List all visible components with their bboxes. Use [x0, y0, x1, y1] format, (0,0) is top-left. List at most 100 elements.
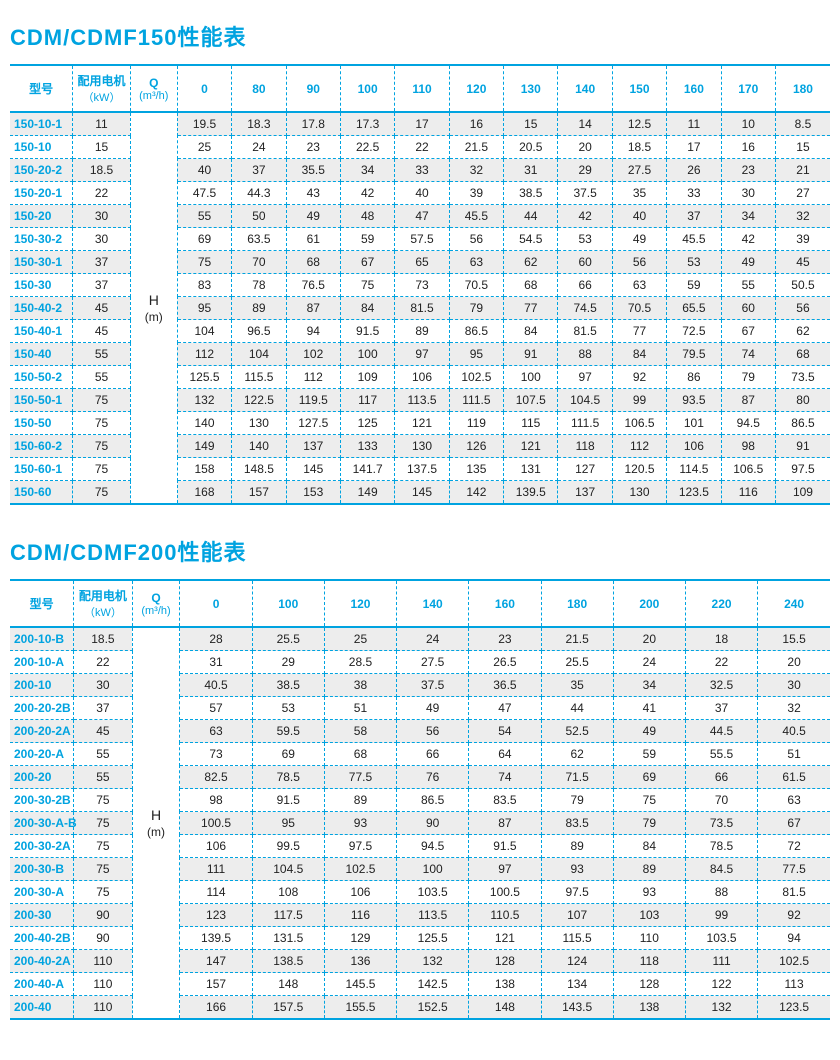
cell-value: 56: [775, 297, 830, 320]
cell-model: 200-30-2B: [10, 789, 74, 812]
cell-value: 149: [177, 435, 231, 458]
col-flow: 240: [758, 580, 830, 627]
cell-value: 29: [558, 159, 612, 182]
cell-value: 145: [286, 458, 340, 481]
cell-value: 40: [612, 205, 666, 228]
col-motor: 配用电机（kW）: [73, 65, 131, 112]
cell-value: 142: [449, 481, 503, 505]
cell-value: 94: [286, 320, 340, 343]
cell-value: 93.5: [667, 389, 721, 412]
table150: 型号配用电机（kW）Q(m³/h)08090100110120130140150…: [10, 64, 830, 505]
cell-kw: 37: [73, 251, 131, 274]
cell-value: 64: [469, 743, 541, 766]
cell-value: 25: [177, 136, 231, 159]
cell-value: 88: [685, 881, 757, 904]
table200: 型号配用电机（kW）Q(m³/h)01001201401601802002202…: [10, 579, 830, 1020]
cell-model: 150-40: [10, 343, 73, 366]
cell-value: 100.5: [469, 881, 541, 904]
cell-value: 145: [395, 481, 449, 505]
cell-value: 157: [180, 973, 252, 996]
col-flow: 150: [612, 65, 666, 112]
cell-value: 83: [177, 274, 231, 297]
cell-value: 58: [324, 720, 396, 743]
cell-model: 200-40-A: [10, 973, 74, 996]
cell-value: 78: [232, 274, 286, 297]
cell-value: 31: [180, 651, 252, 674]
cell-value: 77: [612, 320, 666, 343]
cell-value: 73.5: [775, 366, 830, 389]
cell-value: 127: [558, 458, 612, 481]
cell-value: 40.5: [758, 720, 830, 743]
cell-value: 22: [395, 136, 449, 159]
cell-value: 8.5: [775, 112, 830, 136]
cell-value: 106: [324, 881, 396, 904]
cell-value: 91.5: [252, 789, 324, 812]
cell-kw: 75: [73, 389, 131, 412]
cell-value: 97: [395, 343, 449, 366]
cell-value: 22.5: [340, 136, 394, 159]
cell-value: 60: [558, 251, 612, 274]
cell-value: 27: [775, 182, 830, 205]
cell-value: 32.5: [685, 674, 757, 697]
col-flow: 160: [667, 65, 721, 112]
col-flow: 100: [340, 65, 394, 112]
cell-model: 200-30-2A: [10, 835, 74, 858]
cell-value: 32: [758, 697, 830, 720]
col-flow: 80: [232, 65, 286, 112]
cell-value: 57: [180, 697, 252, 720]
cell-model: 200-20-A: [10, 743, 74, 766]
cell-value: 136: [324, 950, 396, 973]
col-flow: 160: [469, 580, 541, 627]
cell-value: 67: [340, 251, 394, 274]
cell-value: 139.5: [504, 481, 558, 505]
col-q: Q(m³/h): [132, 580, 180, 627]
cell-value: 17: [395, 112, 449, 136]
cell-value: 123.5: [758, 996, 830, 1020]
cell-value: 100: [340, 343, 394, 366]
cell-h-label: H(m): [132, 627, 180, 1019]
cell-value: 111.5: [558, 412, 612, 435]
cell-value: 84: [340, 297, 394, 320]
cell-value: 70.5: [449, 274, 503, 297]
cell-value: 37: [232, 159, 286, 182]
cell-value: 109: [775, 481, 830, 505]
cell-value: 53: [667, 251, 721, 274]
cell-value: 104: [232, 343, 286, 366]
cell-value: 77.5: [758, 858, 830, 881]
cell-value: 80: [775, 389, 830, 412]
cell-value: 19.5: [177, 112, 231, 136]
cell-kw: 75: [73, 481, 131, 505]
cell-value: 113: [758, 973, 830, 996]
cell-value: 74: [721, 343, 775, 366]
cell-h-label: H(m): [130, 112, 177, 504]
cell-model: 150-10-1: [10, 112, 73, 136]
cell-value: 99.5: [252, 835, 324, 858]
cell-value: 28: [180, 627, 252, 651]
cell-value: 95: [449, 343, 503, 366]
cell-value: 94.5: [397, 835, 469, 858]
cell-value: 114.5: [667, 458, 721, 481]
col-flow: 140: [397, 580, 469, 627]
cell-value: 111: [180, 858, 252, 881]
cell-value: 112: [286, 366, 340, 389]
cell-value: 57.5: [395, 228, 449, 251]
cell-model: 150-20: [10, 205, 73, 228]
cell-value: 69: [613, 766, 685, 789]
cell-value: 81.5: [395, 297, 449, 320]
cell-value: 102.5: [449, 366, 503, 389]
cell-value: 49: [613, 720, 685, 743]
cell-value: 100.5: [180, 812, 252, 835]
cell-value: 109: [340, 366, 394, 389]
cell-value: 104.5: [252, 858, 324, 881]
cell-value: 130: [395, 435, 449, 458]
cell-kw: 110: [74, 996, 132, 1020]
cell-value: 15: [775, 136, 830, 159]
cell-kw: 110: [74, 950, 132, 973]
cell-value: 47.5: [177, 182, 231, 205]
cell-kw: 90: [74, 904, 132, 927]
cell-value: 88: [558, 343, 612, 366]
cell-value: 82.5: [180, 766, 252, 789]
cell-value: 125.5: [397, 927, 469, 950]
cell-value: 18.3: [232, 112, 286, 136]
cell-model: 200-40-2B: [10, 927, 74, 950]
